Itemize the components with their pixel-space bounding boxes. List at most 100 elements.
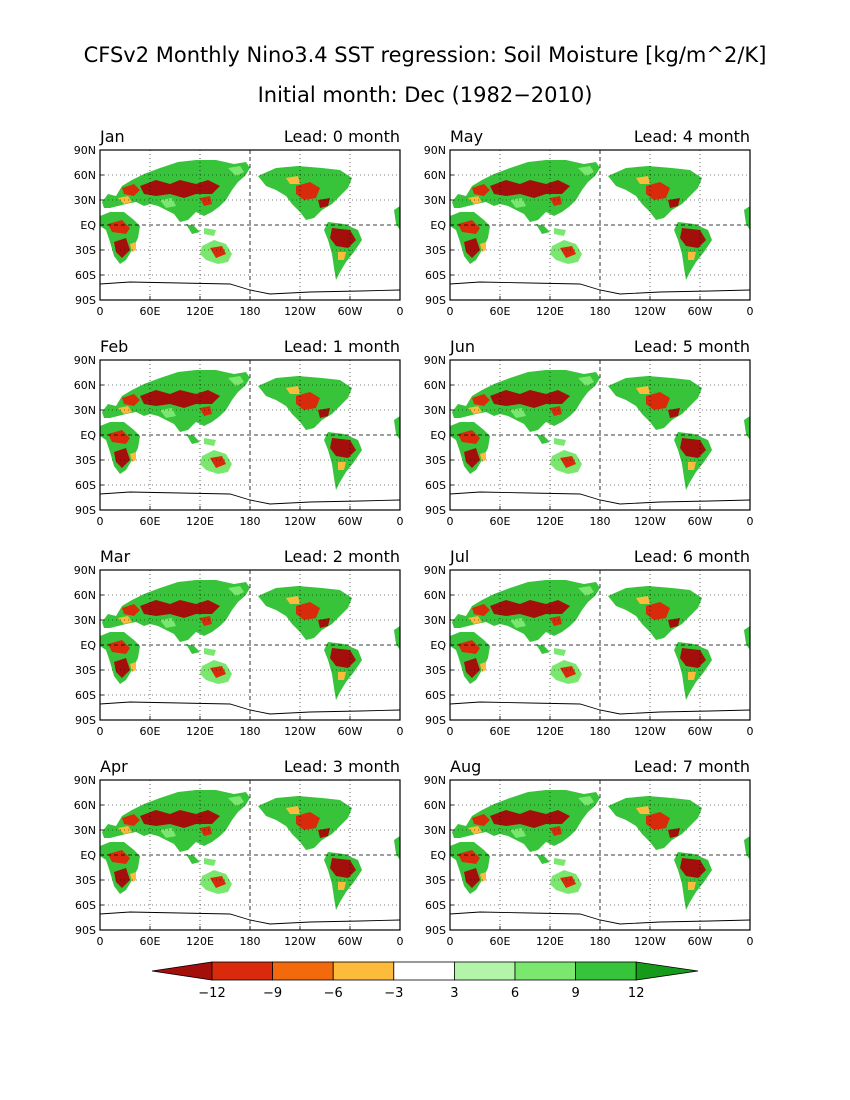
map-panel-jul: Jul Lead: 6 month	[424, 547, 754, 738]
lat-tick-label: 60N	[424, 589, 446, 602]
ticks	[449, 149, 751, 301]
ticks	[449, 569, 751, 721]
map-panel-feb: Feb Lead: 1 month	[74, 337, 404, 528]
lon-tick-label: 60E	[140, 305, 161, 318]
soil-moisture-anomaly-field	[450, 370, 750, 505]
lat-tick-label: 60S	[75, 269, 96, 282]
colorbar-box-2	[272, 961, 334, 981]
lat-tick-label: 60N	[74, 169, 96, 182]
australia-shading	[200, 660, 232, 684]
map-area	[100, 570, 400, 720]
lon-tick-label: 120W	[284, 305, 316, 318]
lon-tick-label: 180	[240, 935, 261, 948]
lon-tick-label: 0	[97, 935, 104, 948]
maritime-continent-shading	[536, 854, 566, 866]
lat-tick-label: 30S	[75, 874, 96, 887]
graticule	[100, 780, 400, 930]
lon-tick-labels: 0 60E 120E 180 120W 60W 0	[97, 515, 404, 528]
colorbar-left-arrow	[151, 961, 213, 981]
lat-tick-label: 90S	[75, 504, 96, 517]
colorbar-label-3: −6	[324, 986, 343, 1001]
north-america-shading	[608, 166, 702, 220]
lat-tick-label: 30N	[424, 824, 446, 837]
soil-moisture-anomaly-field	[450, 160, 750, 295]
eurasia-shading	[452, 580, 600, 642]
lat-tick-label: EQ	[80, 429, 96, 442]
colorbar-right-arrow	[635, 961, 699, 981]
lat-tick-label: 30N	[424, 194, 446, 207]
lon-tick-labels: 0 60E 120E 180 120W 60W 0	[447, 305, 754, 318]
map-area	[100, 360, 400, 510]
lat-tick-label: 90N	[424, 354, 446, 367]
south-america-shading	[674, 432, 712, 490]
lat-tick-label: 60N	[424, 169, 446, 182]
australia-shading	[550, 450, 582, 474]
map-panel-may: May Lead: 4 month	[424, 127, 754, 318]
australia-shading	[550, 870, 582, 894]
south-america-shading	[674, 642, 712, 700]
north-america-shading	[258, 166, 352, 220]
lat-tick-label: 60S	[425, 479, 446, 492]
lon-tick-label: 60E	[490, 725, 511, 738]
colorbar-box-3	[332, 961, 395, 981]
lat-tick-label: 60S	[75, 899, 96, 912]
maritime-continent-shading	[186, 434, 216, 446]
lon-tick-label: 180	[590, 725, 611, 738]
lon-tick-label: 180	[240, 515, 261, 528]
lat-tick-label: 90S	[425, 504, 446, 517]
lat-tick-label: 90S	[75, 294, 96, 307]
panel-lead-title: Lead: 3 month	[284, 757, 400, 776]
colorbar-label-8: 12	[628, 986, 645, 1001]
graticule	[450, 780, 750, 930]
maritime-continent-shading	[536, 224, 566, 236]
lat-tick-labels: 90N 60N 30N EQ 30S 60S 90S	[424, 774, 447, 937]
colorbar-box-4	[393, 961, 455, 981]
lon-tick-label: 60W	[688, 725, 713, 738]
lon-tick-label: 180	[590, 935, 611, 948]
africa-east-edge-shading	[744, 626, 750, 650]
lon-tick-label: 180	[590, 515, 611, 528]
lon-tick-label: 0	[747, 725, 754, 738]
south-america-shading	[674, 222, 712, 280]
lon-tick-labels: 0 60E 120E 180 120W 60W 0	[97, 725, 404, 738]
africa-east-edge-shading	[394, 416, 400, 440]
lon-tick-label: 60W	[338, 725, 363, 738]
lon-tick-label: 60E	[140, 725, 161, 738]
africa-east-edge-shading	[394, 626, 400, 650]
lat-tick-label: 90N	[424, 774, 446, 787]
lat-tick-label: 90N	[74, 774, 96, 787]
graticule	[100, 570, 400, 720]
map-area	[450, 360, 750, 510]
ticks	[99, 779, 401, 931]
lon-tick-labels: 0 60E 120E 180 120W 60W 0	[447, 515, 754, 528]
lat-tick-labels: 90N 60N 30N EQ 30S 60S 90S	[424, 354, 447, 517]
lat-tick-label: 60S	[75, 689, 96, 702]
south-america-shading	[324, 222, 362, 280]
map-panel-jan: Jan Lead: 0 month	[74, 127, 404, 318]
lon-tick-label: 60W	[688, 935, 713, 948]
map-area	[100, 150, 400, 300]
lat-tick-label: 60S	[75, 479, 96, 492]
lon-tick-label: 120W	[634, 935, 666, 948]
lon-tick-label: 120W	[634, 725, 666, 738]
panel-lead-title: Lead: 7 month	[634, 757, 750, 776]
lat-tick-label: 60N	[424, 379, 446, 392]
australia-shading	[550, 660, 582, 684]
maritime-continent-shading	[536, 434, 566, 446]
lat-tick-label: 30S	[425, 874, 446, 887]
figure-title-line1: CFSv2 Monthly Nino3.4 SST regression: So…	[84, 43, 767, 67]
lat-tick-label: 30N	[424, 404, 446, 417]
lat-tick-label: EQ	[430, 429, 446, 442]
maritime-continent-shading	[186, 854, 216, 866]
maritime-continent-shading	[536, 644, 566, 656]
panel-month-title: Jan	[99, 127, 125, 146]
lat-tick-label: 90N	[74, 144, 96, 157]
lon-tick-label: 60W	[338, 305, 363, 318]
soil-moisture-anomaly-field	[100, 790, 400, 925]
lat-tick-label: 30N	[74, 404, 96, 417]
graticule	[450, 150, 750, 300]
lon-tick-label: 0	[397, 725, 404, 738]
north-america-shading	[608, 586, 702, 640]
north-america-shading	[608, 796, 702, 850]
colorbar: −12 −9 −6 −3 3 6 9 12	[151, 961, 699, 1001]
